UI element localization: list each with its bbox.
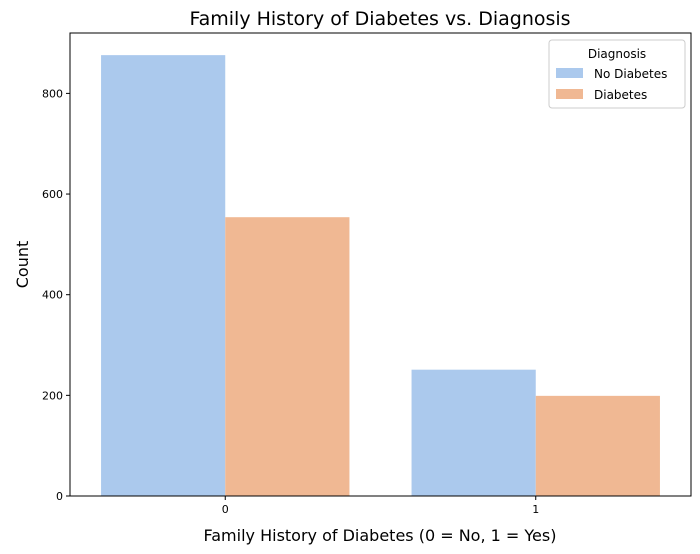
legend-swatch-no-diabetes (556, 68, 583, 78)
bar-no-diabetes-0 (101, 55, 226, 496)
legend-swatch-diabetes (556, 89, 583, 99)
bar-diabetes-0 (225, 217, 350, 496)
legend-label-diabetes: Diabetes (594, 88, 647, 102)
legend-label-no-diabetes: No Diabetes (594, 67, 667, 81)
y-tick-label: 200 (42, 389, 63, 402)
chart-title: Family History of Diabetes vs. Diagnosis (189, 8, 570, 30)
y-tick-label: 400 (42, 289, 63, 302)
legend-items: No Diabetes Diabetes (556, 67, 667, 102)
y-tick-label: 600 (42, 188, 63, 201)
bar-no-diabetes-1 (411, 369, 536, 496)
bars (101, 55, 660, 496)
plot-frame (69, 32, 692, 497)
x-tick-label: 1 (532, 503, 539, 516)
legend: Diagnosis No Diabetes Diabetes (548, 39, 686, 109)
y-tick-label: 800 (42, 87, 63, 100)
y-tick-label: 0 (56, 490, 63, 503)
x-tick-label: 0 (222, 503, 229, 516)
x-axis-title: Family History of Diabetes (0 = No, 1 = … (204, 526, 557, 545)
legend-title: Diagnosis (588, 47, 646, 61)
y-axis-title: Count (13, 241, 32, 289)
bar-diabetes-1 (535, 395, 660, 496)
y-axis-ticks: 0 200 400 600 800 (42, 87, 70, 503)
